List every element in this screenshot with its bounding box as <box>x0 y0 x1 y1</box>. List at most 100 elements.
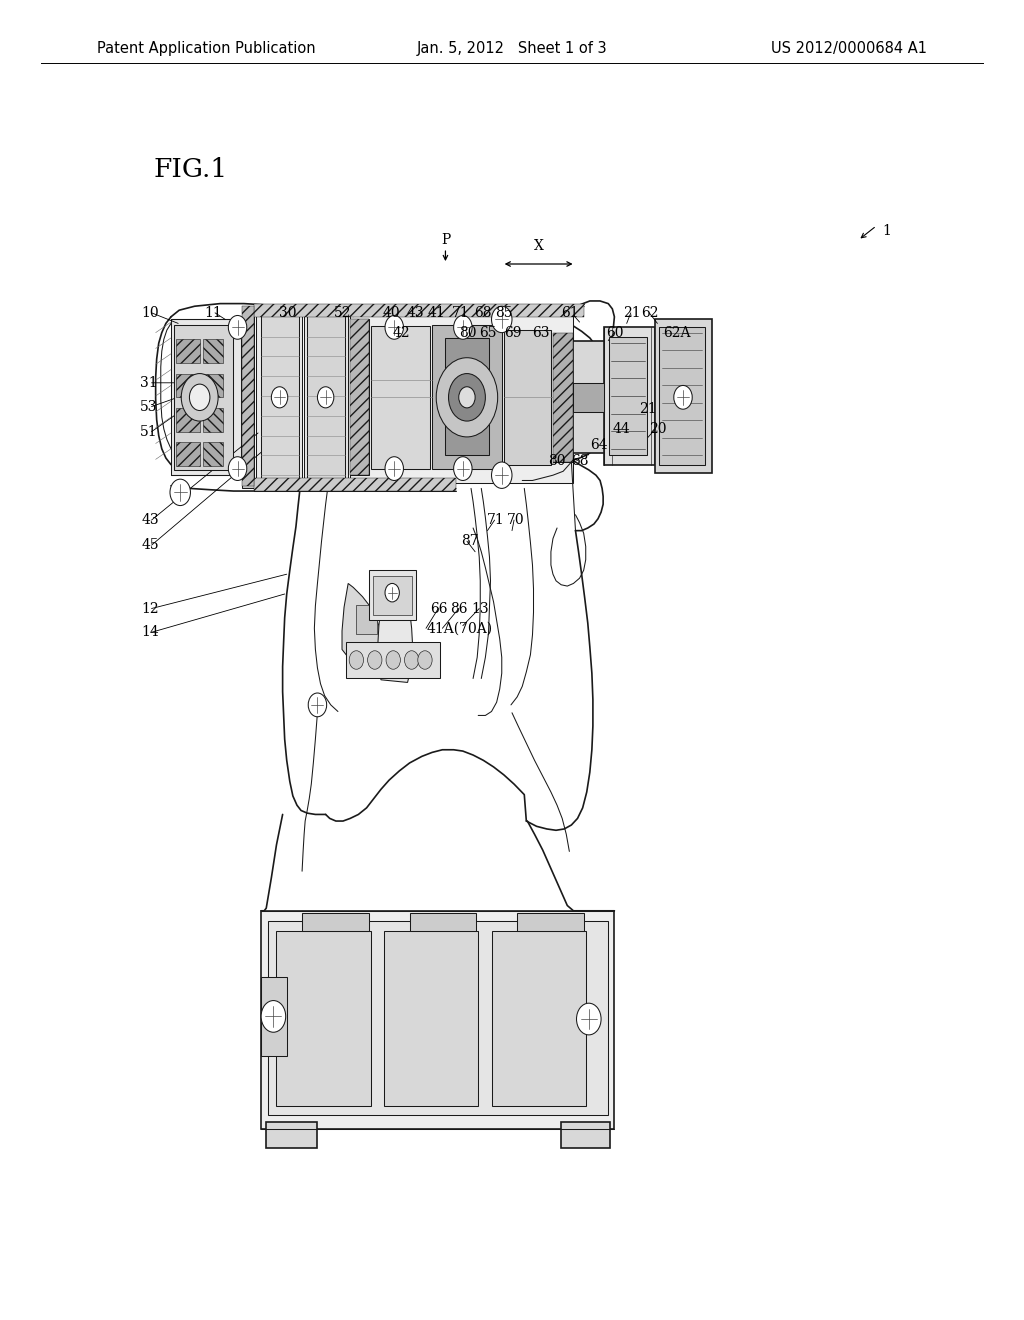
Text: 30: 30 <box>279 306 296 319</box>
Polygon shape <box>371 326 430 469</box>
Circle shape <box>170 479 190 506</box>
Polygon shape <box>254 478 456 491</box>
Polygon shape <box>254 304 584 317</box>
Text: 80: 80 <box>459 326 476 339</box>
Polygon shape <box>553 333 573 462</box>
Text: 62A: 62A <box>664 326 691 339</box>
Polygon shape <box>350 319 369 475</box>
Text: 63: 63 <box>532 326 550 339</box>
Polygon shape <box>350 312 573 483</box>
Circle shape <box>261 1001 286 1032</box>
Polygon shape <box>242 306 254 486</box>
Text: 45: 45 <box>141 539 159 552</box>
Circle shape <box>228 457 247 480</box>
Polygon shape <box>517 913 584 931</box>
Polygon shape <box>261 977 287 1056</box>
Polygon shape <box>445 338 489 455</box>
Circle shape <box>189 384 210 411</box>
Text: 60: 60 <box>606 326 624 339</box>
Polygon shape <box>492 931 586 1106</box>
Text: 61: 61 <box>561 306 579 319</box>
Circle shape <box>181 374 218 421</box>
Polygon shape <box>304 309 348 486</box>
Text: 66: 66 <box>430 602 447 615</box>
Circle shape <box>454 457 472 480</box>
Polygon shape <box>261 911 614 1129</box>
Circle shape <box>271 387 288 408</box>
Polygon shape <box>174 325 233 470</box>
Polygon shape <box>302 913 369 931</box>
Polygon shape <box>203 442 223 466</box>
Text: 13: 13 <box>471 602 488 615</box>
Text: 64: 64 <box>590 438 607 451</box>
Text: 68: 68 <box>474 306 492 319</box>
Polygon shape <box>573 341 604 453</box>
Polygon shape <box>307 314 345 480</box>
Circle shape <box>385 457 403 480</box>
Text: 80: 80 <box>548 454 565 467</box>
Text: Jan. 5, 2012   Sheet 1 of 3: Jan. 5, 2012 Sheet 1 of 3 <box>417 41 607 57</box>
Circle shape <box>449 374 485 421</box>
Polygon shape <box>266 1122 317 1148</box>
Polygon shape <box>561 1122 610 1148</box>
Text: 51: 51 <box>140 425 158 438</box>
Circle shape <box>492 306 512 333</box>
Polygon shape <box>659 327 705 465</box>
Polygon shape <box>604 327 655 465</box>
Text: 87: 87 <box>461 535 478 548</box>
Circle shape <box>385 315 403 339</box>
Polygon shape <box>378 586 413 682</box>
Circle shape <box>577 1003 601 1035</box>
Polygon shape <box>176 442 200 466</box>
Circle shape <box>674 385 692 409</box>
Polygon shape <box>176 339 200 363</box>
Circle shape <box>368 651 382 669</box>
Text: 43: 43 <box>407 306 424 319</box>
Text: 14: 14 <box>141 626 159 639</box>
Text: FIG.1: FIG.1 <box>154 157 227 182</box>
Text: 41: 41 <box>428 306 445 319</box>
Text: 31: 31 <box>140 376 158 389</box>
Polygon shape <box>171 319 241 475</box>
Polygon shape <box>410 913 476 931</box>
Circle shape <box>308 693 327 717</box>
Circle shape <box>418 651 432 669</box>
Text: 85: 85 <box>496 306 513 319</box>
Text: 1: 1 <box>883 224 892 239</box>
Polygon shape <box>373 576 412 615</box>
Text: 86: 86 <box>451 602 468 615</box>
Polygon shape <box>203 408 223 432</box>
Text: 21: 21 <box>639 403 656 416</box>
Polygon shape <box>256 306 302 488</box>
Text: 68: 68 <box>571 454 589 467</box>
Text: 71: 71 <box>452 306 469 319</box>
Polygon shape <box>276 931 371 1106</box>
Circle shape <box>459 387 475 408</box>
Polygon shape <box>356 605 377 634</box>
Text: X: X <box>534 239 544 253</box>
Polygon shape <box>655 319 712 473</box>
Polygon shape <box>203 374 223 397</box>
Text: US 2012/0000684 A1: US 2012/0000684 A1 <box>771 41 927 57</box>
Text: 65: 65 <box>479 326 497 339</box>
Text: 71: 71 <box>486 513 504 527</box>
Text: 52: 52 <box>334 306 351 319</box>
Text: 44: 44 <box>612 422 630 436</box>
Circle shape <box>386 651 400 669</box>
Circle shape <box>228 315 247 339</box>
Circle shape <box>404 651 419 669</box>
Text: 20: 20 <box>649 422 667 436</box>
Polygon shape <box>553 333 573 462</box>
Polygon shape <box>609 337 647 455</box>
Text: 11: 11 <box>205 306 222 319</box>
Polygon shape <box>203 339 223 363</box>
Circle shape <box>436 358 498 437</box>
Text: 41A(70A): 41A(70A) <box>427 622 494 635</box>
Text: 53: 53 <box>140 400 158 413</box>
Text: 42: 42 <box>392 326 410 339</box>
Polygon shape <box>261 314 299 480</box>
Circle shape <box>317 387 334 408</box>
Circle shape <box>492 462 512 488</box>
Polygon shape <box>432 325 502 469</box>
Text: 70: 70 <box>507 513 524 527</box>
